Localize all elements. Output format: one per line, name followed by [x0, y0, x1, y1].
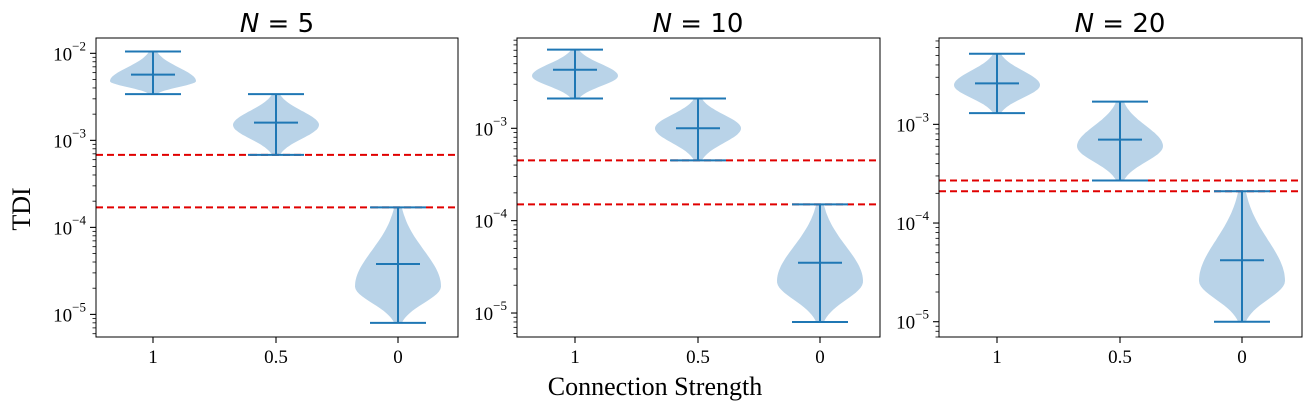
- panel-title: N = 20: [1075, 9, 1166, 39]
- tick-base: 10: [474, 304, 493, 325]
- y-tick-label: 10−3: [53, 125, 86, 152]
- panel-n20: N = 20 10−510−410−31 0.5 0: [896, 9, 1303, 368]
- x-tick-label: 0.5: [686, 347, 710, 368]
- title-var: N: [240, 9, 259, 39]
- panel-title: N = 5: [240, 9, 314, 39]
- x-tick-label: 0.5: [264, 347, 288, 368]
- title-eq: =: [259, 9, 297, 39]
- tick-exponent: −3: [72, 125, 86, 140]
- tick-exponent: −5: [915, 307, 929, 322]
- tick-exponent: −5: [72, 299, 86, 314]
- y-tick-label: 10−5: [53, 299, 86, 326]
- tick-base: 10: [474, 119, 493, 140]
- y-tick-label: 10−5: [474, 298, 507, 325]
- tick-exponent: −4: [915, 208, 929, 223]
- tick-base: 10: [53, 131, 72, 152]
- x-tick-label: 0: [815, 347, 825, 368]
- tick-base: 10: [53, 305, 72, 326]
- x-tick-label: 1: [992, 347, 1002, 368]
- panel-title: N = 10: [653, 9, 744, 39]
- tick-exponent: −3: [915, 109, 929, 124]
- title-var: N: [1075, 9, 1094, 39]
- tick-exponent: −4: [72, 212, 86, 227]
- y-tick-label: 10−5: [896, 307, 929, 334]
- y-tick-label: 10−4: [53, 212, 86, 239]
- tick-base: 10: [53, 218, 72, 239]
- y-tick-label: 10−3: [896, 109, 929, 136]
- panel-n10: N = 10 10−510−410−31 0.5 0: [474, 9, 881, 368]
- axes-frame: [95, 37, 459, 338]
- x-tick-label: 0: [393, 347, 403, 368]
- panel-n5: N = 5 10−510−410−310−21 0.5 0: [53, 9, 459, 368]
- x-tick-label: 1: [148, 347, 158, 368]
- y-tick-label: 10−3: [474, 113, 507, 140]
- tick-base: 10: [896, 214, 915, 235]
- tick-exponent: −4: [493, 206, 507, 221]
- y-axis-label: TDI: [7, 187, 36, 230]
- tick-exponent: −2: [72, 38, 86, 53]
- tick-base: 10: [474, 212, 493, 233]
- tick-base: 10: [896, 313, 915, 334]
- title-eq: =: [1094, 9, 1132, 39]
- title-num: 20: [1132, 9, 1165, 39]
- tick-base: 10: [896, 115, 915, 136]
- tick-exponent: −3: [493, 113, 507, 128]
- y-tick-label: 10−2: [53, 38, 86, 65]
- y-tick-label: 10−4: [474, 206, 507, 233]
- title-num: 10: [710, 9, 743, 39]
- x-axis-label: Connection Strength: [548, 372, 762, 401]
- title-eq: =: [672, 9, 710, 39]
- title-num: 5: [298, 9, 315, 39]
- tick-base: 10: [53, 44, 72, 65]
- x-tick-label: 1: [570, 347, 580, 368]
- title-var: N: [653, 9, 672, 39]
- x-tick-label: 0: [1237, 347, 1247, 368]
- tick-exponent: −5: [493, 298, 507, 313]
- y-tick-label: 10−4: [896, 208, 929, 235]
- x-tick-label: 0.5: [1108, 347, 1132, 368]
